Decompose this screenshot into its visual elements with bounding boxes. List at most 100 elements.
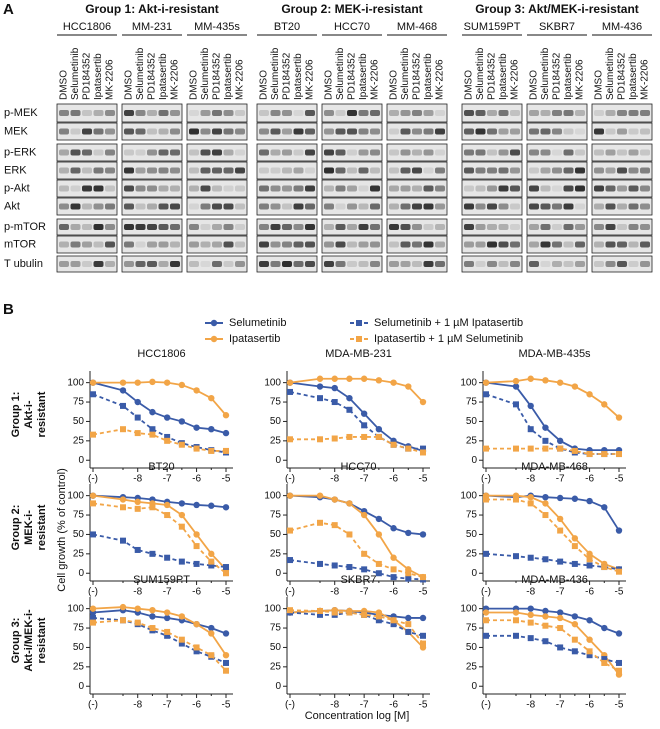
data-point: [527, 619, 534, 626]
blot-band: [212, 241, 222, 248]
lane-label: Selumetinib: [540, 47, 551, 100]
blot-band: [147, 241, 157, 248]
data-point: [571, 613, 579, 620]
y-tick-label: 100: [460, 490, 477, 501]
data-point: [360, 511, 368, 519]
data-point: [542, 638, 549, 645]
x-tick-label: (-): [285, 474, 295, 485]
data-point: [346, 433, 353, 440]
x-tick-label: -7: [163, 587, 172, 598]
cell-line-label: MM-436: [602, 21, 642, 33]
data-point: [527, 605, 534, 612]
x-tick-label: -6: [389, 700, 398, 711]
blot-band: [105, 224, 115, 230]
data-point: [482, 379, 490, 386]
lane-label: Ipatasertib: [628, 53, 639, 100]
data-point: [616, 659, 622, 666]
row-label: Group 3:: [10, 618, 22, 664]
blot-band: [200, 110, 211, 116]
series-line: [486, 447, 619, 455]
data-point: [178, 640, 185, 647]
data-point: [286, 492, 294, 499]
cell-line-label: MM-231: [132, 21, 172, 33]
blot-band: [305, 110, 315, 116]
data-point: [615, 527, 623, 534]
blot-band: [423, 128, 434, 135]
blot-band: [575, 241, 585, 248]
blot-band: [70, 128, 81, 135]
blot-band: [158, 261, 169, 267]
blot-band: [628, 110, 639, 116]
chart-title: BT20: [148, 461, 174, 473]
chart-title: HCC70: [340, 461, 376, 473]
blot-band: [640, 241, 650, 248]
blot-band: [223, 167, 234, 174]
data-point: [287, 557, 293, 564]
data-point: [134, 505, 141, 512]
blot-band: [270, 261, 281, 267]
blot-band: [575, 185, 585, 192]
y-tick-label: 100: [264, 603, 281, 614]
blot-band: [423, 167, 434, 174]
row-label: MEK-i-: [23, 510, 35, 545]
blot-band: [594, 149, 604, 156]
blot-band: [640, 203, 650, 210]
data-point: [375, 560, 382, 567]
data-point: [586, 562, 593, 569]
data-point: [542, 437, 549, 444]
data-point: [149, 613, 156, 620]
protein-label: Akt: [4, 200, 20, 212]
data-point: [178, 511, 186, 519]
blot-band: [200, 241, 211, 248]
data-point: [120, 426, 126, 433]
blot-band: [259, 224, 269, 230]
blot-band: [282, 167, 292, 174]
y-tick-label: 75: [466, 397, 478, 408]
blot-band: [529, 185, 539, 192]
data-point: [601, 564, 608, 571]
blot-band: [293, 261, 304, 267]
data-point: [120, 402, 126, 409]
cell-line-label: SKBR7: [539, 21, 575, 33]
blot-band: [347, 203, 357, 210]
blot-band: [510, 128, 520, 135]
data-point: [163, 501, 171, 509]
blot-band: [70, 185, 81, 192]
blot-band: [464, 110, 474, 116]
blot-band: [59, 224, 69, 230]
blot-band: [270, 185, 281, 192]
blot-band: [259, 167, 269, 174]
x-tick-label: -5: [419, 700, 428, 711]
blot-band: [158, 185, 169, 192]
blot-band: [282, 203, 292, 210]
lane-label: PD184352: [412, 52, 423, 100]
data-point: [390, 554, 397, 561]
legend-label: Selumetinib: [229, 317, 286, 329]
blot-band: [412, 203, 422, 210]
data-point: [193, 501, 200, 509]
blot-band: [575, 128, 585, 135]
blot-band: [475, 167, 486, 174]
blot-band: [305, 224, 315, 230]
blot-band: [498, 261, 509, 267]
y-tick-label: 100: [264, 377, 281, 388]
series-line: [92, 381, 227, 434]
lane-label: Ipatasertib: [93, 53, 104, 100]
blot-band: [435, 110, 445, 116]
data-point: [527, 402, 534, 410]
data-point: [542, 556, 549, 563]
data-point: [346, 375, 353, 382]
blot-band: [563, 110, 574, 116]
blot-band: [259, 203, 269, 210]
blot-band: [594, 110, 604, 116]
data-point: [331, 399, 338, 406]
blot-band: [540, 203, 551, 210]
blot-band: [358, 224, 369, 230]
blot-band: [575, 149, 585, 156]
y-tick-label: 25: [466, 661, 478, 672]
series-line: [93, 380, 227, 416]
blot-band: [605, 167, 616, 174]
lane-label: PD184352: [82, 52, 93, 100]
blot-band: [552, 110, 562, 116]
